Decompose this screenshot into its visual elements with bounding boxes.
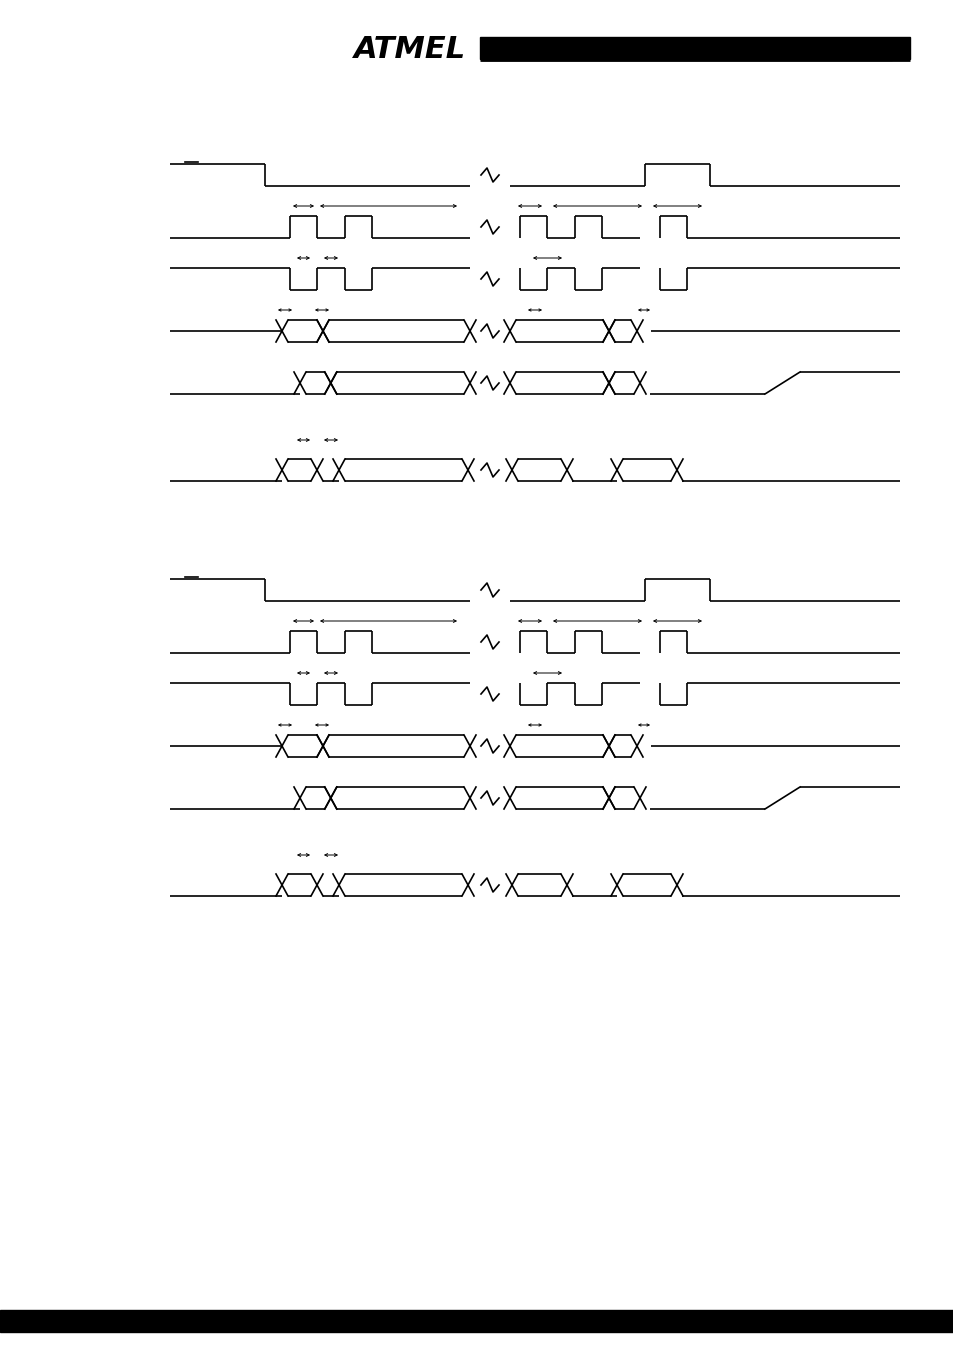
Bar: [481, 38, 891, 59]
Text: ATMEL: ATMEL: [354, 35, 466, 65]
Text: MEL: MEL: [406, 41, 463, 65]
Bar: [0, 1310, 953, 1332]
Bar: [479, 36, 909, 59]
Text: AT: AT: [388, 41, 421, 65]
